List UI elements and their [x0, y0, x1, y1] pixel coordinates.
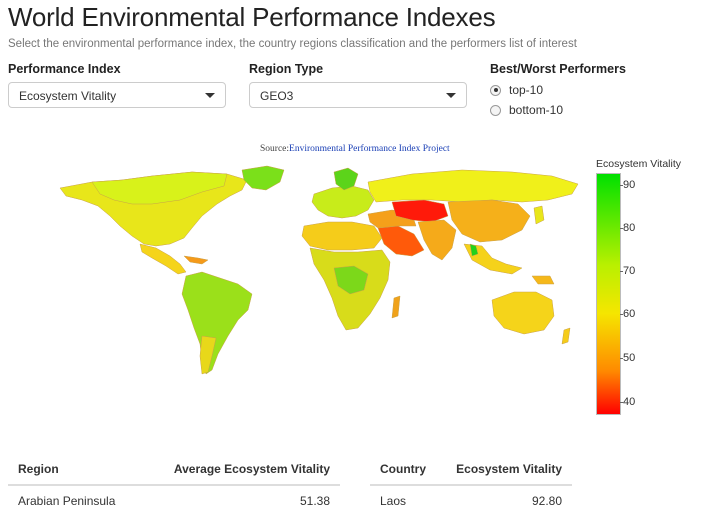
map-region-caribbean — [183, 255, 209, 265]
radio-bottom-10-label: bottom-10 — [509, 103, 564, 117]
radio-button[interactable] — [490, 104, 501, 116]
table-cell: Arabian Peninsula — [18, 494, 116, 508]
legend-tick: 60 — [619, 308, 636, 320]
map-region-south-asia — [417, 219, 457, 261]
region-type-value: GEO3 — [260, 89, 294, 103]
map-region-europe — [311, 185, 375, 219]
map-region-new-zealand — [561, 327, 571, 345]
map-region-central-asia — [391, 199, 449, 223]
performance-index-value: Ecosystem Vitality — [19, 89, 117, 103]
map-source: Source:Environmental Performance Index P… — [260, 144, 450, 154]
map-region-east-asia — [447, 199, 531, 243]
map-region-central-africa — [333, 265, 369, 295]
table-header-row: Region Average Ecosystem Vitality — [8, 458, 340, 486]
map-region-madagascar — [391, 295, 401, 319]
map-region-scandinavia — [333, 167, 359, 191]
map-region-australia — [491, 291, 555, 335]
performers-label: Best/Worst Performers — [490, 62, 626, 76]
table-row: Arabian Peninsula 51.38 — [8, 485, 340, 510]
column-header-country[interactable]: Country — [370, 458, 440, 486]
map-region-japan — [533, 205, 545, 225]
page-title: World Environmental Performance Indexes — [8, 2, 496, 32]
table-row: Laos 92.80 — [370, 485, 572, 510]
radio-bottom-10[interactable]: bottom-10 — [490, 103, 563, 117]
source-prefix: Source: — [260, 144, 290, 154]
world-map[interactable] — [52, 160, 582, 380]
map-region-russia — [367, 169, 579, 203]
legend-color-bar — [596, 173, 621, 415]
region-table: Region Average Ecosystem Vitality Arabia… — [8, 458, 340, 510]
page-subtitle: Select the environmental performance ind… — [8, 38, 577, 50]
legend-tick: 80 — [619, 222, 636, 234]
region-type-label: Region Type — [249, 62, 324, 76]
map-region-arabian-peninsula — [377, 225, 425, 257]
performance-index-label: Performance Index — [8, 62, 121, 76]
radio-top-10-label: top-10 — [509, 83, 544, 97]
legend-title: Ecosystem Vitality — [596, 158, 681, 170]
chevron-down-icon — [446, 93, 456, 98]
map-region-southeast-asia — [463, 243, 523, 275]
map-region-laos — [469, 243, 479, 257]
map-region-south-america-south — [199, 335, 217, 375]
table-cell: Laos — [380, 494, 407, 508]
legend-tick: 50 — [619, 352, 636, 364]
column-header-average[interactable]: Average Ecosystem Vitality — [140, 458, 340, 486]
map-region-north-africa — [301, 221, 383, 251]
radio-button-checked[interactable] — [490, 84, 501, 96]
table-cell: 92.80 — [531, 494, 562, 508]
chevron-down-icon — [205, 93, 215, 98]
map-region-mexico — [139, 243, 187, 275]
map-region-south-america — [181, 271, 253, 375]
column-header-vitality[interactable]: Ecosystem Vitality — [439, 458, 572, 486]
legend-tick: 40 — [619, 396, 636, 408]
country-table: Country Ecosystem Vitality Laos 92.80 — [370, 458, 572, 510]
map-region-greenland — [241, 165, 285, 191]
table-header-row: Country Ecosystem Vitality — [370, 458, 572, 486]
source-link[interactable]: Environmental Performance Index Project — [289, 144, 450, 154]
table-cell: 51.38 — [299, 494, 330, 508]
legend-tick: 70 — [619, 265, 636, 277]
region-type-select[interactable]: GEO3 — [249, 82, 467, 108]
column-header-region[interactable]: Region — [8, 458, 141, 486]
radio-top-10[interactable]: top-10 — [490, 83, 543, 97]
legend-tick: 90 — [619, 179, 636, 191]
map-region-canada — [91, 171, 228, 205]
performance-index-select[interactable]: Ecosystem Vitality — [8, 82, 226, 108]
map-region-new-guinea — [531, 275, 555, 285]
